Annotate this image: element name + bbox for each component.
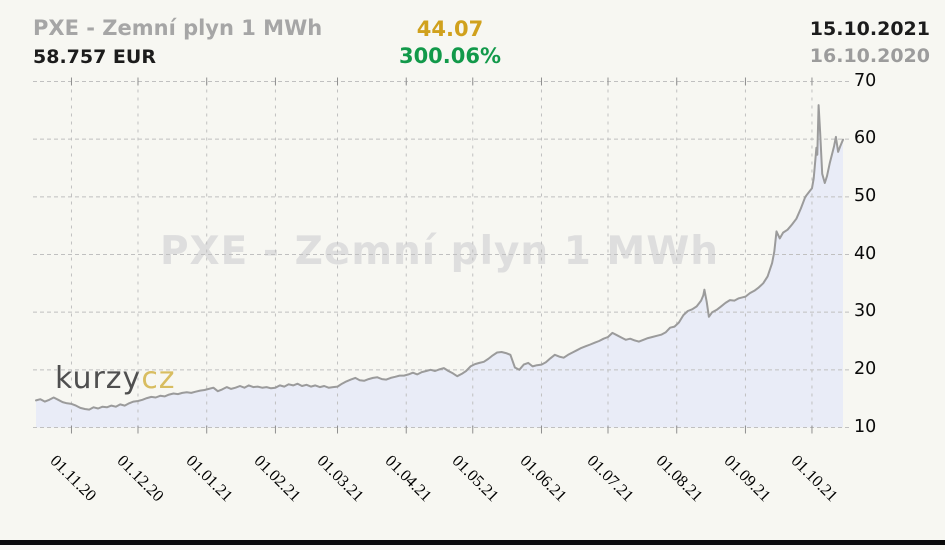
date-current: 15.10.2021 bbox=[809, 18, 930, 40]
y-tick-label-30: 30 bbox=[854, 301, 877, 322]
logo-kurzy-text: kurzy bbox=[55, 361, 142, 396]
y-tick-label-10: 10 bbox=[854, 416, 877, 437]
current-price: 58.757 EUR bbox=[33, 46, 156, 68]
instrument-title: PXE - Zemní plyn 1 MWh bbox=[33, 16, 323, 40]
series-price-line bbox=[35, 104, 844, 411]
y-tick-label-40: 40 bbox=[854, 243, 877, 264]
price-change-block: 44.07 300.06% bbox=[330, 16, 570, 71]
bottom-divider bbox=[0, 540, 945, 545]
price-change-percent: 300.06% bbox=[398, 44, 502, 68]
y-tick-label-20: 20 bbox=[854, 358, 877, 379]
y-tick-label-60: 60 bbox=[854, 128, 877, 149]
watermark-text: PXE - Zemní plyn 1 MWh bbox=[159, 229, 720, 274]
series-area-fill bbox=[36, 105, 843, 428]
y-tick-label-50: 50 bbox=[854, 185, 877, 206]
logo-cz-text: cz bbox=[141, 361, 176, 396]
date-range-block: 15.10.2021 16.10.2020 bbox=[810, 16, 930, 70]
y-tick-label-70: 70 bbox=[854, 70, 877, 91]
kurzy-cz-logo: kurzycz bbox=[55, 361, 176, 396]
price-change-absolute: 44.07 bbox=[416, 17, 484, 41]
date-start: 16.10.2020 bbox=[809, 45, 930, 67]
